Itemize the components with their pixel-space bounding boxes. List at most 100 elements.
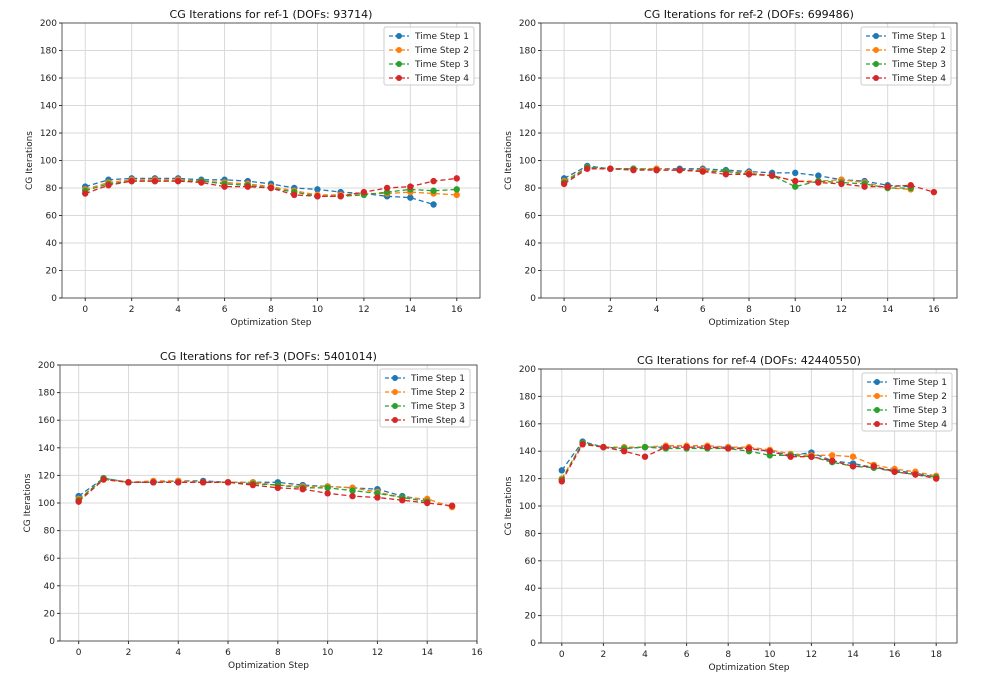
data-point (453, 175, 460, 182)
y-tick-label: 180 (519, 392, 536, 402)
y-tick-label: 60 (525, 212, 537, 222)
data-point (448, 502, 456, 509)
data-point (722, 171, 730, 178)
data-point (150, 479, 157, 486)
legend-label: Time Step 2 (410, 388, 465, 398)
data-point (630, 166, 637, 174)
legend-marker (396, 33, 402, 39)
series-line (78, 478, 453, 508)
legend-label: Time Step 1 (891, 32, 946, 42)
y-tick-label: 0 (530, 294, 536, 304)
y-tick-label: 60 (44, 554, 56, 564)
data-point (453, 186, 460, 193)
x-tick-label: 12 (372, 648, 383, 658)
legend-marker (873, 75, 879, 81)
data-point (407, 183, 414, 190)
legend: Time Step 1 Time Step 2 Time Step 3 Time St… (860, 26, 952, 86)
data-point (792, 177, 799, 185)
y-tick-label: 200 (519, 365, 536, 375)
data-point (584, 165, 591, 172)
series-time-step-4 (75, 476, 456, 509)
x-tick-label: 8 (275, 648, 281, 658)
x-tick-label: 14 (421, 648, 433, 658)
legend-box (860, 26, 952, 86)
y-axis-label: CG Iterations (25, 131, 35, 190)
legend-label: Time Step 4 (410, 416, 465, 426)
data-point (244, 183, 251, 190)
data-point (861, 183, 868, 190)
legend-marker (396, 47, 402, 53)
legend-marker (396, 61, 402, 67)
data-point (82, 190, 89, 197)
y-axis-label: CG Iterations (504, 476, 514, 535)
data-point (558, 478, 565, 485)
x-tick-label: 18 (930, 650, 942, 660)
y-tick-label: 180 (38, 389, 55, 399)
y-tick-label: 40 (44, 582, 56, 592)
data-point (829, 457, 836, 464)
data-point (324, 490, 331, 497)
data-point (815, 179, 822, 186)
data-point (699, 168, 706, 175)
legend-label: Time Step 3 (410, 402, 465, 412)
y-tick-label: 100 (38, 499, 55, 509)
x-tick-label: 6 (684, 650, 690, 660)
y-tick-label: 200 (38, 361, 55, 371)
y-tick-label: 140 (519, 447, 536, 457)
data-point (912, 471, 919, 478)
subplot-4: 0 2 4 6 8 10 12 14 16 180204060801001201401601802… (504, 354, 958, 673)
data-point (430, 177, 437, 185)
data-point (558, 467, 565, 474)
data-point (600, 443, 607, 451)
x-tick-label: 10 (322, 648, 334, 658)
y-tick-label: 0 (51, 294, 57, 304)
x-tick-label: 12 (836, 305, 847, 315)
data-point (430, 201, 437, 208)
x-tick-label: 2 (601, 650, 607, 660)
data-point (725, 445, 732, 452)
legend-marker (874, 421, 880, 427)
data-point (198, 179, 205, 186)
x-tick-label: 0 (76, 648, 82, 658)
y-tick-label: 80 (525, 184, 537, 194)
legend-label: Time Step 4 (892, 420, 947, 430)
legend-marker (392, 403, 398, 409)
data-point (766, 448, 773, 455)
y-tick-label: 160 (519, 74, 536, 84)
legend-marker (392, 375, 398, 381)
x-tick-label: 14 (405, 305, 417, 315)
data-point (838, 180, 845, 188)
data-point (199, 479, 207, 486)
y-tick-label: 140 (519, 102, 536, 112)
x-axis-label: Optimization Step (228, 661, 309, 671)
data-point (907, 182, 914, 189)
data-point (453, 191, 460, 199)
legend-marker (392, 389, 398, 395)
legend-box (383, 26, 475, 86)
data-point (291, 191, 298, 199)
data-point (933, 475, 940, 482)
data-point (653, 166, 660, 174)
legend-label: Time Step 3 (891, 60, 946, 70)
data-point (174, 177, 182, 185)
series-time-step-2 (75, 476, 456, 511)
data-point (299, 486, 306, 493)
x-tick-label: 8 (268, 305, 274, 315)
data-point (324, 484, 331, 492)
x-tick-label: 0 (561, 305, 567, 315)
data-point (249, 481, 257, 489)
data-point (374, 494, 381, 501)
y-tick-label: 160 (40, 74, 57, 84)
data-point (768, 172, 776, 179)
data-point (175, 479, 182, 486)
x-tick-label: 10 (789, 305, 801, 315)
series-line (563, 165, 911, 188)
legend-label: Time Step 3 (892, 406, 947, 416)
x-tick-label: 14 (882, 305, 894, 315)
y-tick-label: 60 (525, 557, 537, 567)
data-point (792, 183, 799, 190)
x-tick-label: 16 (451, 305, 463, 315)
data-point (314, 186, 321, 193)
y-tick-label: 80 (44, 527, 56, 537)
